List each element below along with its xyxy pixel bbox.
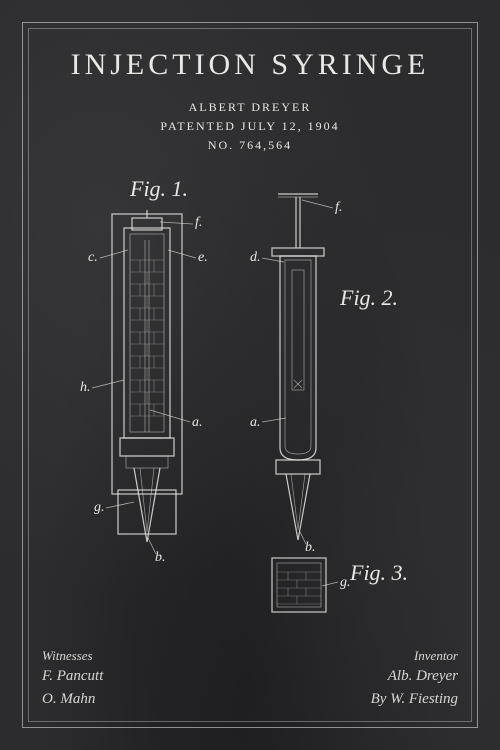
fig3-label: Fig. 3.: [350, 560, 408, 586]
fig2-label: Fig. 2.: [340, 285, 398, 311]
patent-number: NO. 764,564: [208, 138, 292, 152]
inventor-by: By W. Fiesting: [371, 688, 458, 711]
witness-2: O. Mahn: [42, 688, 103, 711]
ref-b2: b.: [305, 540, 316, 556]
witness-1: F. Pancutt: [42, 665, 103, 688]
inventor-signature: Alb. Dreyer: [371, 665, 458, 688]
inventor-heading: Inventor: [371, 646, 458, 666]
fig3-drawing: [272, 558, 338, 612]
ref-a2: a.: [250, 415, 261, 431]
ref-a1: a.: [192, 415, 203, 431]
fig1-label: Fig. 1.: [130, 176, 188, 202]
ref-h: h.: [80, 380, 91, 396]
patent-subtitle: ALBERT DREYER PATENTED JULY 12, 1904 NO.…: [0, 98, 500, 156]
figure-stage: Fig. 1. Fig. 2. Fig. 3. f. f. c. e. d. h…: [0, 170, 500, 650]
ref-e: e.: [198, 250, 208, 266]
ref-f2: f.: [335, 200, 342, 216]
inventor-name: ALBERT DREYER: [189, 100, 312, 114]
witnesses-block: Witnesses F. Pancutt O. Mahn: [42, 646, 103, 711]
ref-b1: b.: [155, 550, 166, 566]
ref-f1: f.: [195, 215, 202, 231]
inventor-block: Inventor Alb. Dreyer By W. Fiesting: [371, 646, 458, 711]
witnesses-heading: Witnesses: [42, 646, 103, 666]
fig1-drawing: [92, 210, 196, 554]
fig2-drawing: [262, 194, 333, 544]
ref-g1: g.: [94, 500, 105, 516]
patent-title: INJECTION SYRINGE: [0, 48, 500, 82]
ref-d: d.: [250, 250, 261, 266]
ref-g2: g.: [340, 575, 351, 591]
patent-date: PATENTED JULY 12, 1904: [160, 119, 339, 133]
ref-c: c.: [88, 250, 98, 266]
patent-drawing: [0, 170, 500, 650]
